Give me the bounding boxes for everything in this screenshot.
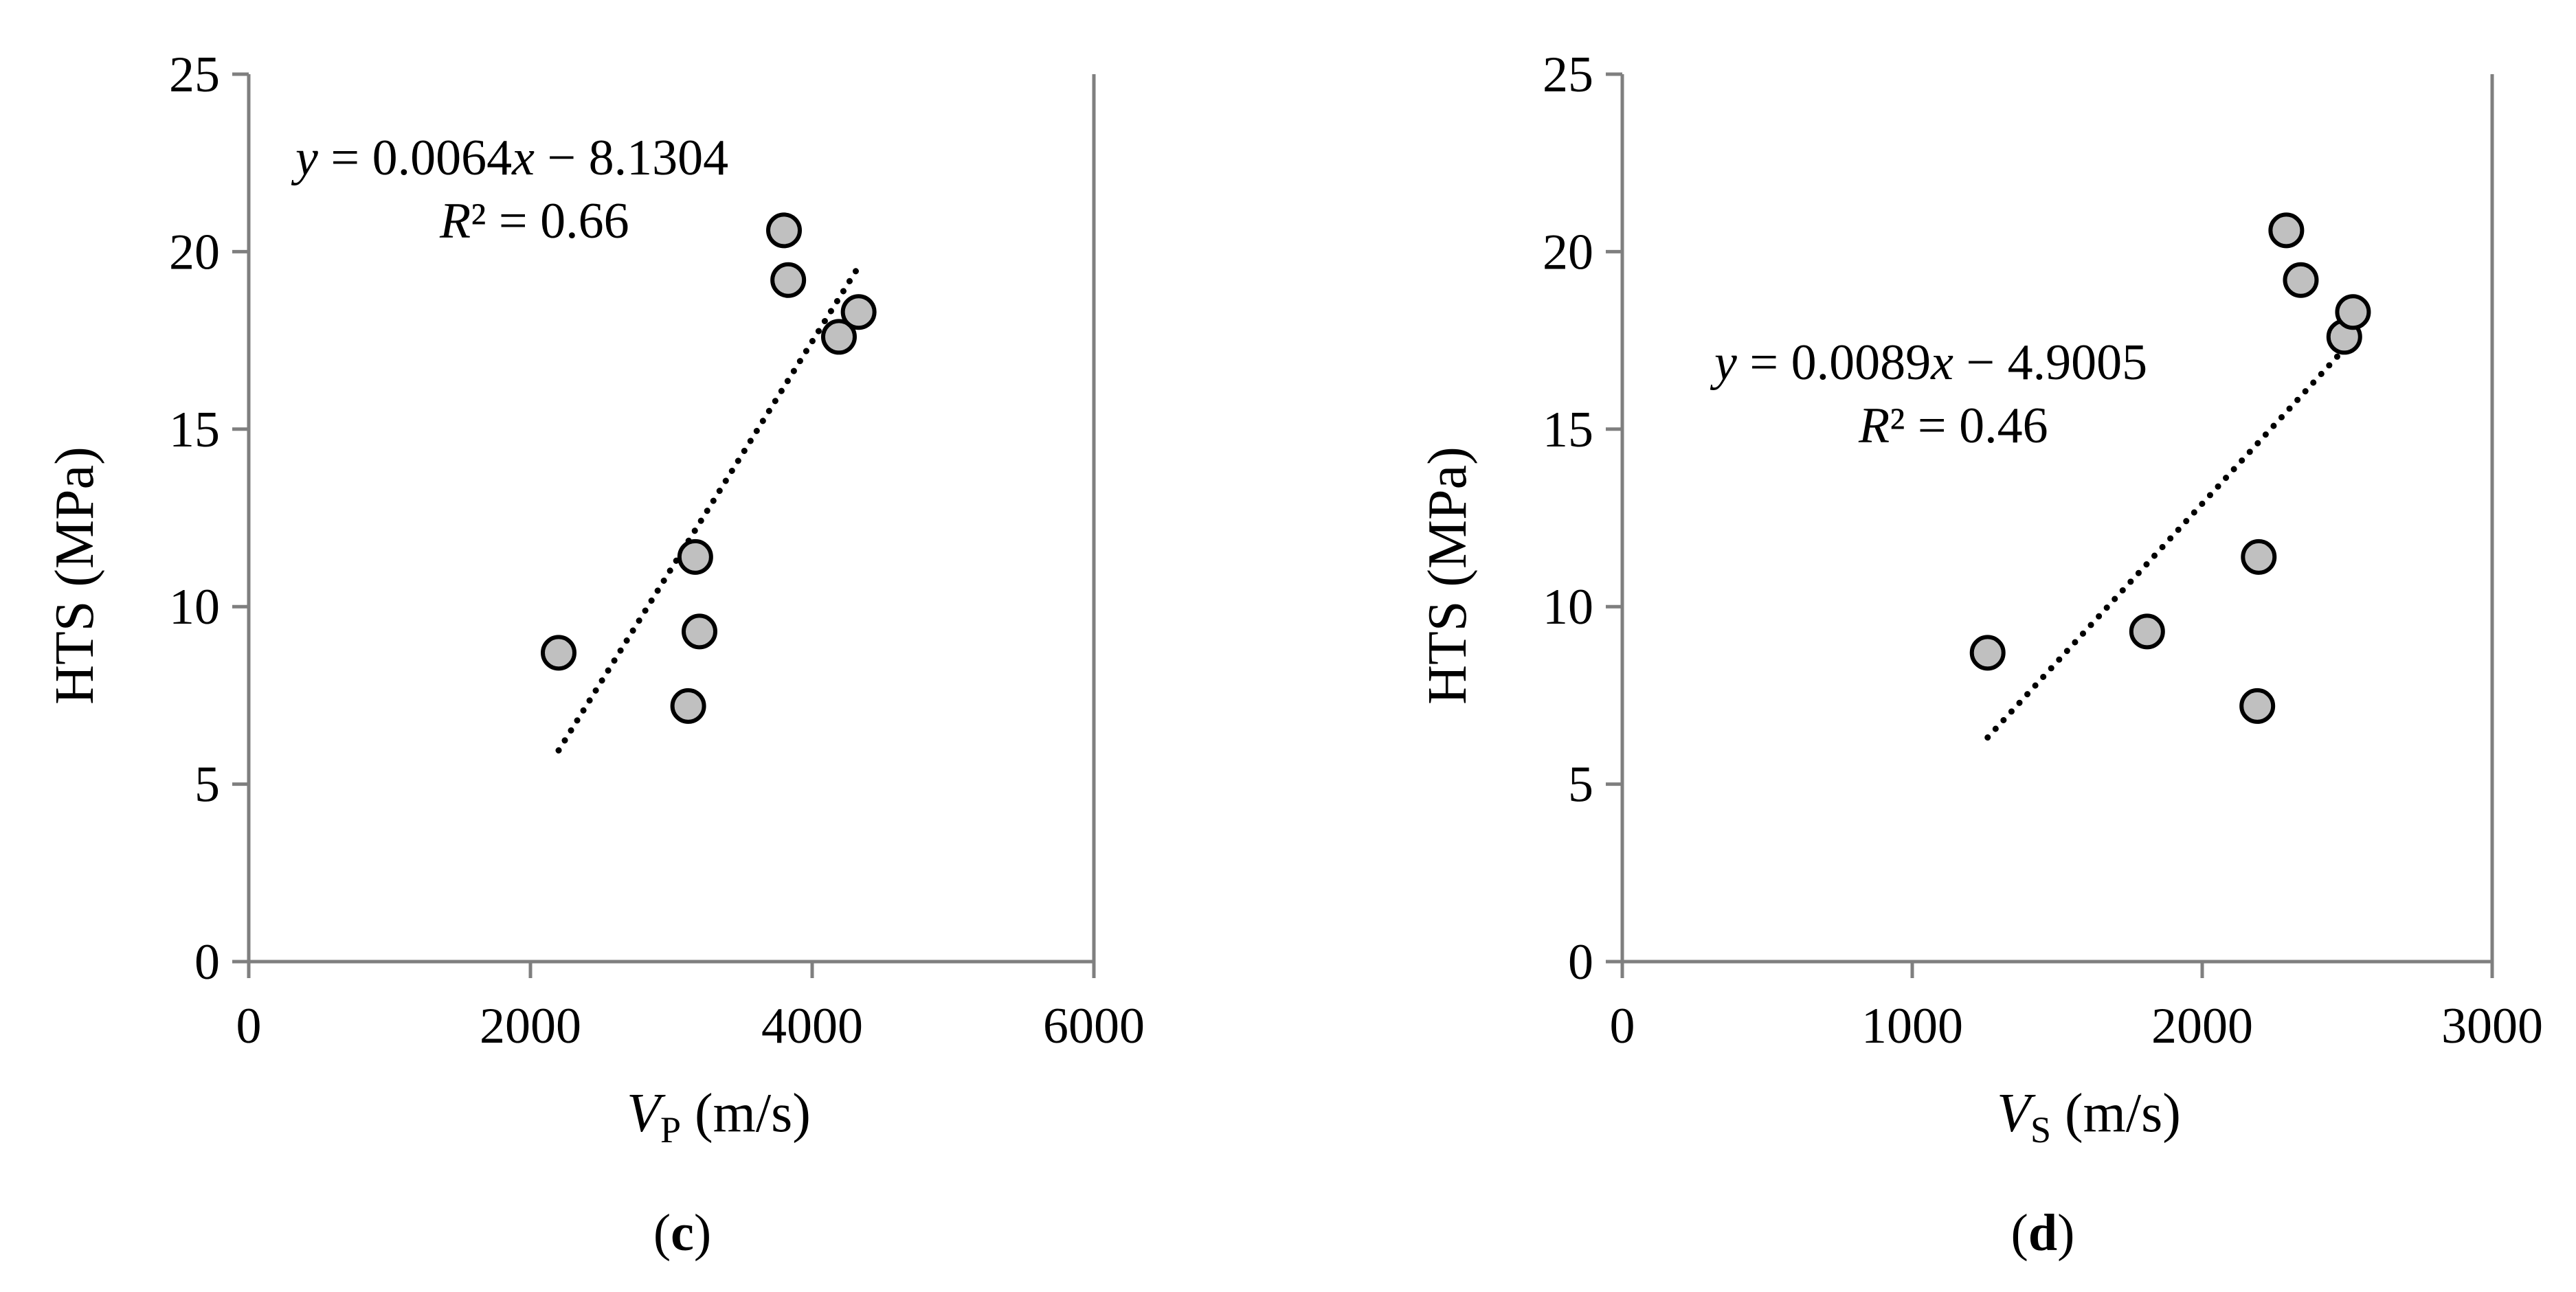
- y-tick-label: 5: [1568, 757, 1593, 813]
- eq-yvar-c: y: [291, 130, 318, 186]
- trendline-path: [555, 263, 862, 754]
- data-point: [2283, 262, 2319, 298]
- data-point: [682, 613, 717, 650]
- data-point: [2239, 688, 2276, 724]
- data-point: [820, 319, 857, 355]
- r2-var-d: R: [1858, 398, 1890, 454]
- y-tick-label: 10: [1543, 579, 1593, 635]
- y-tick-label: 5: [194, 757, 220, 813]
- y-tick-label: 20: [1543, 224, 1593, 280]
- y-tick-label: 25: [169, 47, 220, 103]
- plot-axes-d: [1606, 72, 2494, 978]
- x-tick-label: 1000: [1861, 998, 1963, 1054]
- y-tick-label: 15: [169, 402, 220, 458]
- y-tick-label: 0: [194, 934, 220, 990]
- eq-body-d: = 0.0089: [1737, 335, 1931, 391]
- x-axis-unit-d: (m/s): [2051, 1083, 2181, 1144]
- chart-panel-d: 0 1000 2000 3000 0 5 10 15 20 25 HTS (MPa) VS (m…: [1418, 47, 2543, 1262]
- eq-yvar-d: y: [1710, 335, 1737, 391]
- trend-equation-d: y = 0.0089x − 4.9005: [1710, 335, 2147, 391]
- x-axis-var-c: V: [627, 1083, 666, 1144]
- eq-body-c: = 0.0064: [318, 130, 512, 186]
- data-point: [1969, 635, 2006, 671]
- x-axis-var-d: V: [1997, 1083, 2036, 1144]
- scatter-points-c: [541, 212, 877, 724]
- data-point: [2268, 212, 2305, 249]
- trendline-path: [1984, 336, 2356, 741]
- x-axis-sub-d: S: [2030, 1109, 2051, 1151]
- trend-equation-c: y = 0.0064x − 8.1304: [291, 130, 728, 186]
- scatter-points-d: [1969, 212, 2371, 724]
- r-squared-c: R² = 0.66: [439, 193, 629, 249]
- x-tick-label: 3000: [2441, 998, 2543, 1054]
- y-tick-label: 25: [1543, 47, 1593, 103]
- data-point: [670, 688, 706, 724]
- x-tick-label: 4000: [761, 998, 863, 1054]
- x-tick-label: 0: [1610, 998, 1635, 1054]
- data-point: [770, 262, 807, 298]
- data-point: [541, 635, 576, 671]
- y-tick-label: 15: [1543, 402, 1593, 458]
- x-tick-labels-d: 0 1000 2000 3000: [1610, 998, 2544, 1054]
- y-axis-title-d: HTS (MPa): [1418, 446, 1478, 705]
- eq-xvar-d: x: [1930, 335, 1953, 391]
- r2-body-c: ² = 0.66: [471, 193, 629, 249]
- r-squared-d: R² = 0.46: [1858, 398, 2048, 454]
- plot-axes-c: [232, 72, 1096, 978]
- data-point: [2335, 294, 2371, 330]
- x-tick-label: 0: [236, 998, 262, 1054]
- x-tick-label: 2000: [480, 998, 581, 1054]
- x-tick-label: 6000: [1043, 998, 1145, 1054]
- panel-label-d: (d): [2011, 1204, 2075, 1262]
- panel-label-c: (c): [653, 1204, 711, 1262]
- eq-xvar-c: x: [511, 130, 535, 186]
- y-axis-title-c: HTS (MPa): [45, 446, 105, 705]
- y-tick-labels-c: 0 5 10 15 20 25: [169, 47, 220, 990]
- data-point: [840, 294, 877, 330]
- r2-body-d: ² = 0.46: [1890, 398, 2048, 454]
- chart-panel-c: 0 2000 4000 6000 0 5 10 15 20 25 HTS (MPa) VP (m…: [45, 47, 1145, 1262]
- trendline-d: [1984, 336, 2356, 741]
- eq-tail-d: − 4.9005: [1953, 335, 2147, 391]
- y-tick-label: 20: [169, 224, 220, 280]
- data-point: [677, 539, 713, 575]
- x-axis-title-c: VP (m/s): [627, 1083, 811, 1151]
- trendline-c: [555, 263, 862, 754]
- x-axis-title-d: VS (m/s): [1997, 1083, 2181, 1151]
- eq-tail-c: − 8.1304: [535, 130, 728, 186]
- y-tick-label: 0: [1568, 934, 1593, 990]
- x-axis-sub-c: P: [660, 1109, 681, 1151]
- r2-var-c: R: [439, 193, 471, 249]
- x-tick-label: 2000: [2151, 998, 2253, 1054]
- x-axis-unit-c: (m/s): [681, 1083, 811, 1144]
- y-tick-label: 10: [169, 579, 220, 635]
- data-point: [766, 212, 802, 249]
- data-point: [2129, 613, 2165, 650]
- y-tick-labels-d: 0 5 10 15 20 25: [1543, 47, 1593, 990]
- data-point: [2241, 539, 2277, 575]
- x-tick-labels-c: 0 2000 4000 6000: [236, 998, 1145, 1054]
